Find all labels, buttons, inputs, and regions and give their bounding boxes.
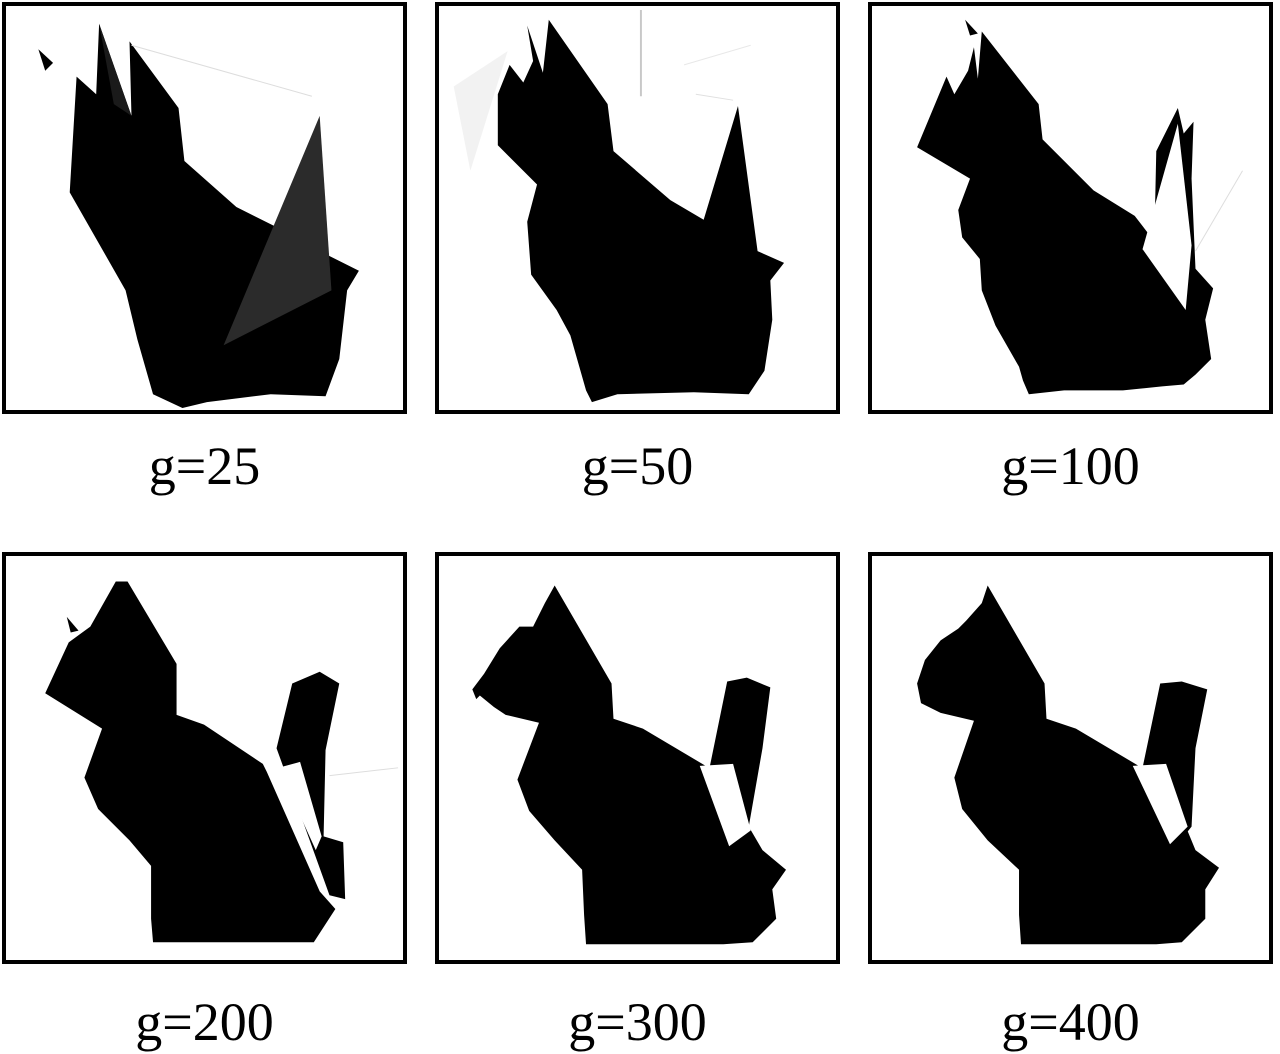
caption-g200: g=200: [135, 992, 274, 1052]
caption-g300: g=300: [568, 992, 707, 1052]
panel-g300: [435, 552, 840, 964]
cat-silhouette-g400: [917, 585, 1220, 945]
caption-g50: g=50: [581, 436, 694, 496]
cat-silhouette-g200: [45, 581, 399, 943]
caption-g100: g=100: [1001, 436, 1140, 496]
panel-g50: [435, 2, 840, 414]
panel-g200: [2, 552, 407, 964]
cat-silhouette-g300: [472, 585, 787, 945]
caption-g400: g=400: [1001, 992, 1140, 1052]
cat-silhouette-g50: [453, 9, 785, 403]
cat-silhouette-g25: [38, 23, 359, 408]
panel-g25: [2, 2, 407, 414]
panel-g100: [868, 2, 1273, 414]
cat-silhouette-g100: [917, 19, 1243, 395]
panel-g400: [868, 552, 1273, 964]
caption-g25: g=25: [148, 436, 261, 496]
